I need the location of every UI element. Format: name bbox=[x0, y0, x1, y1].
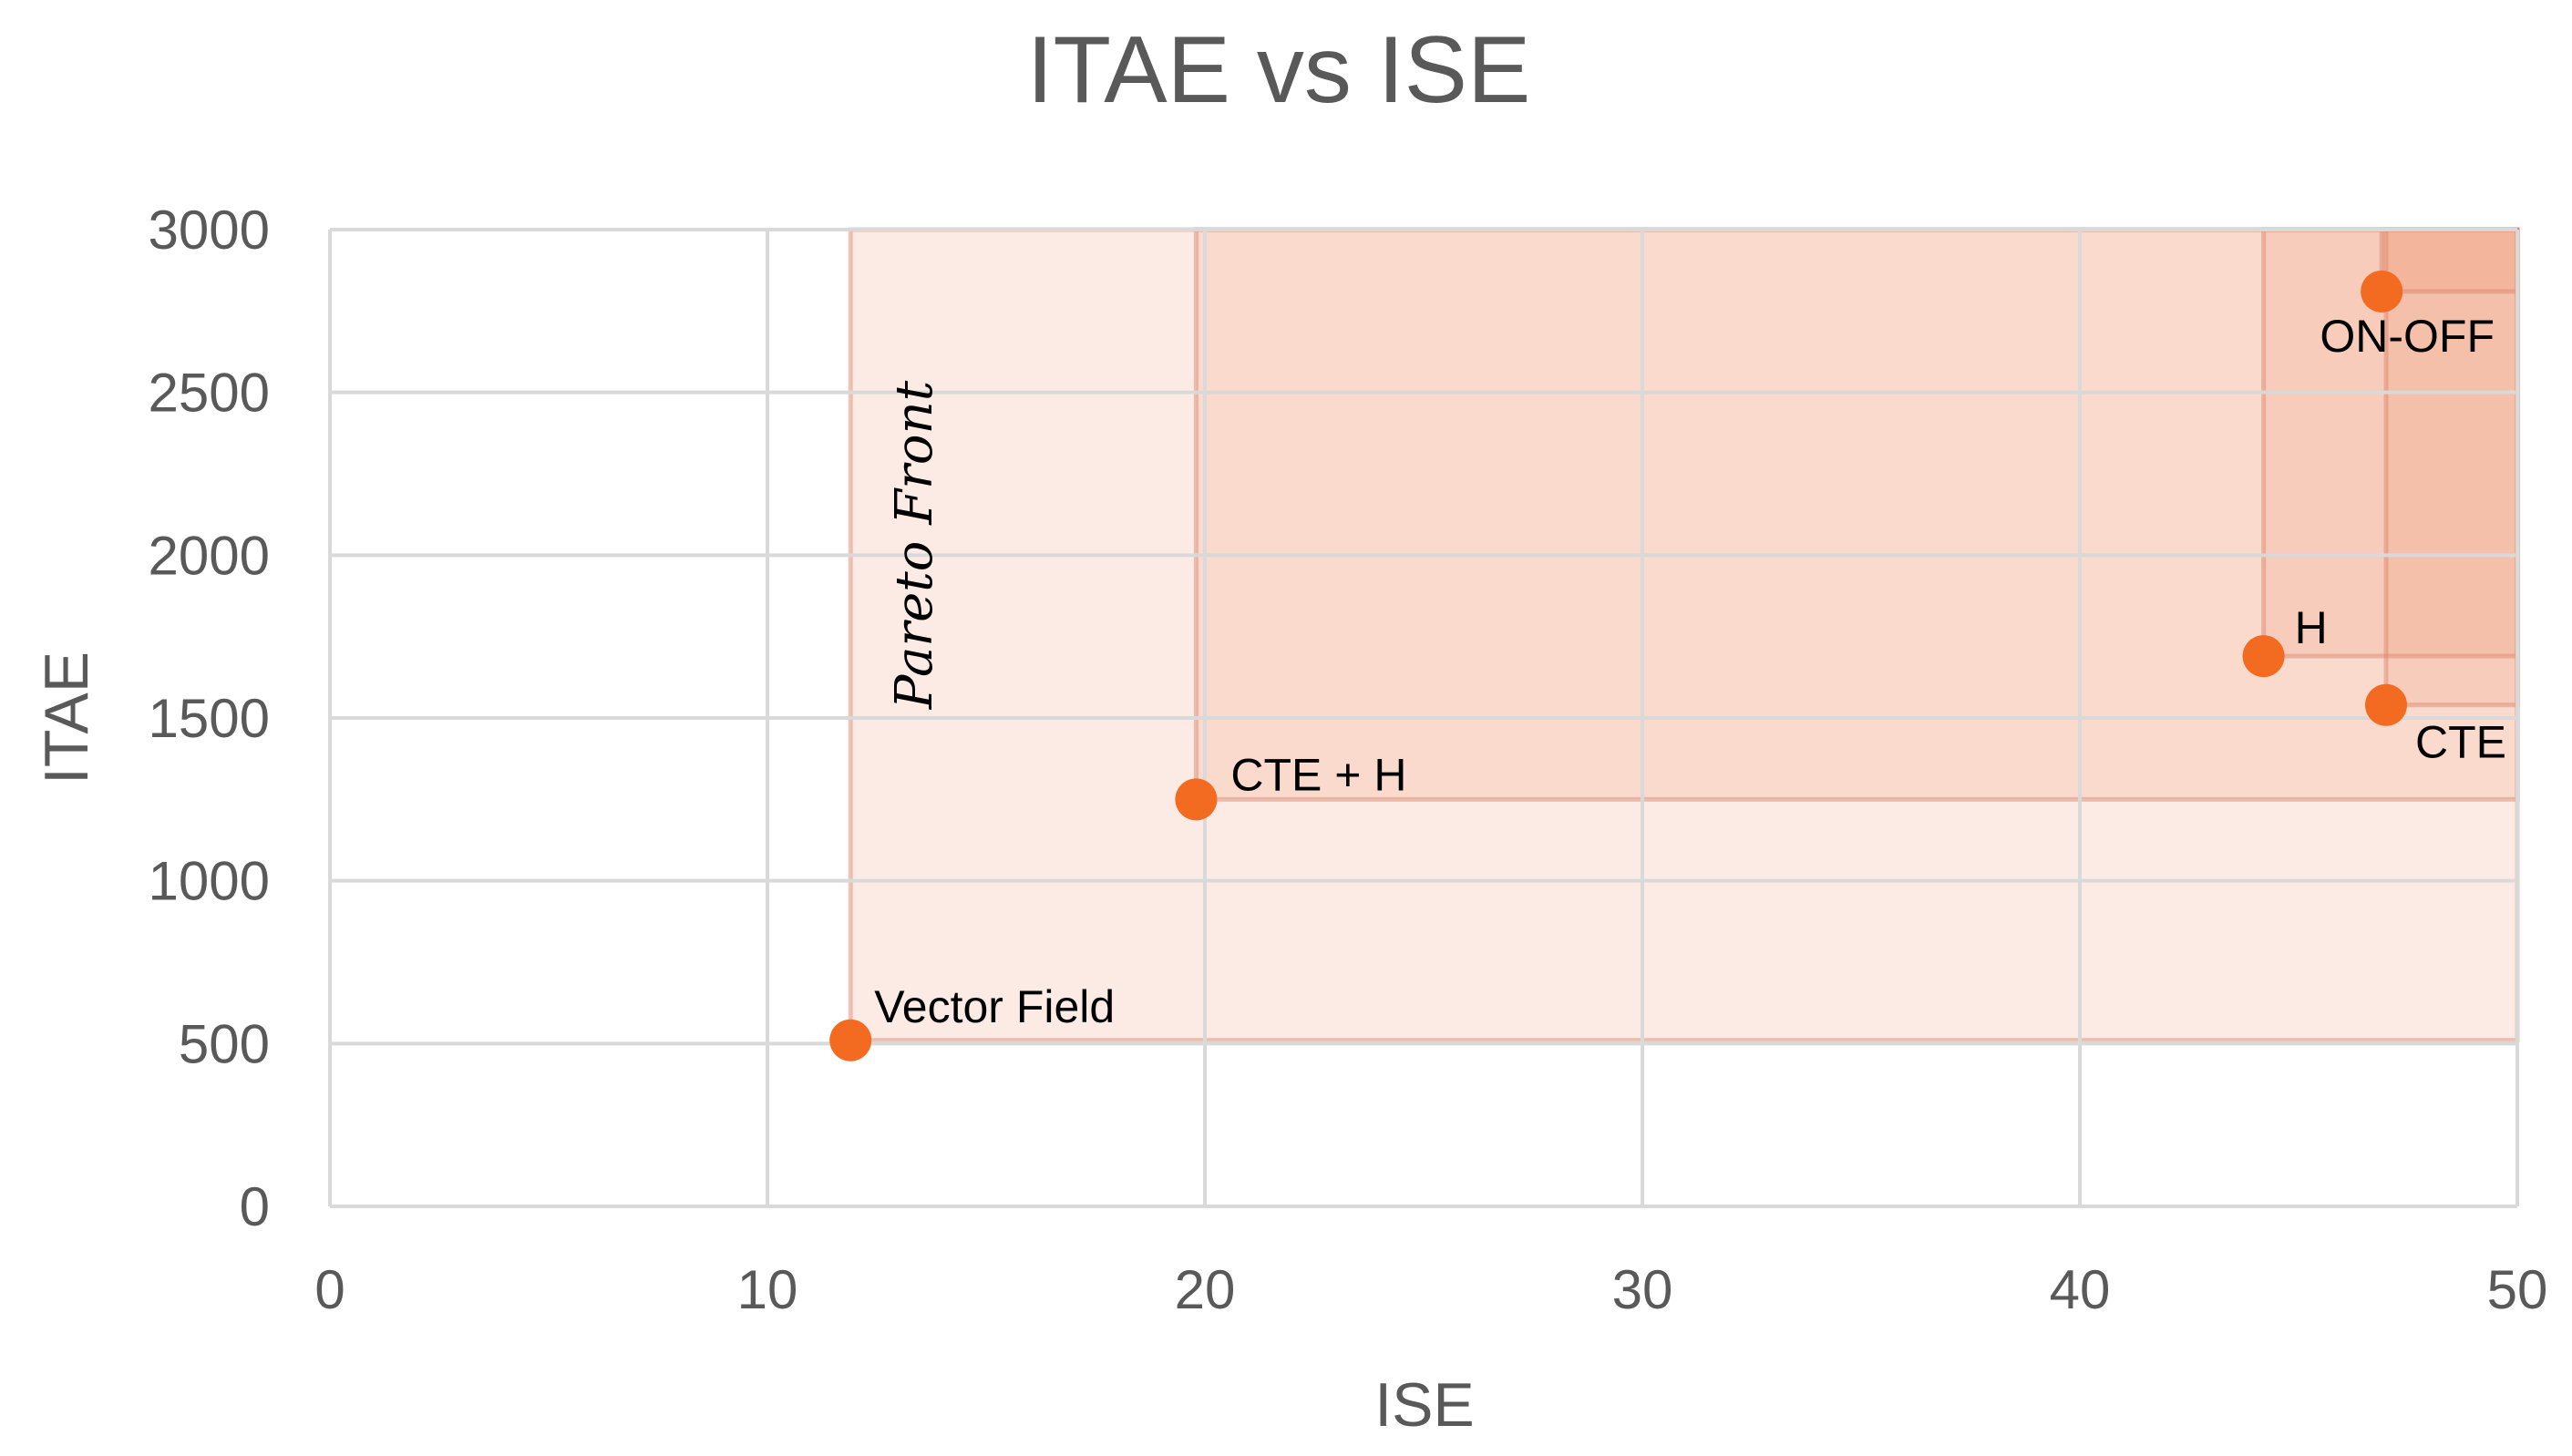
x-tick-label: 50 bbox=[2487, 1259, 2548, 1320]
y-tick-label: 500 bbox=[179, 1013, 270, 1074]
data-point bbox=[829, 1019, 872, 1061]
x-tick-label: 30 bbox=[1612, 1259, 1673, 1320]
x-tick-label: 40 bbox=[2050, 1259, 2111, 1320]
x-tick-label: 0 bbox=[314, 1259, 345, 1320]
dominated-region-1 bbox=[848, 227, 2520, 1043]
data-point bbox=[2242, 635, 2285, 678]
x-tick-label: 20 bbox=[1175, 1259, 1236, 1320]
y-tick-label: 0 bbox=[240, 1176, 270, 1237]
y-axis-title: ITAE bbox=[32, 651, 101, 784]
point-label: CTE + H bbox=[1230, 749, 1406, 800]
dominated-region-4 bbox=[2383, 227, 2520, 708]
y-tick-label: 1500 bbox=[149, 688, 270, 749]
x-axis-title: ISE bbox=[1374, 1370, 1475, 1440]
chart-title: ITAE vs ISE bbox=[1027, 17, 1531, 123]
data-point bbox=[2365, 683, 2407, 726]
gridlines bbox=[328, 228, 2519, 1208]
point-label: ON-OFF bbox=[2320, 311, 2495, 362]
pareto-front-annotation: Pareto Front bbox=[885, 380, 944, 710]
point-label: Vector Field bbox=[874, 981, 1115, 1032]
y-tick-label: 2500 bbox=[149, 363, 270, 424]
x-tick-label: 10 bbox=[737, 1259, 798, 1320]
y-tick-label: 2000 bbox=[149, 525, 270, 586]
y-tick-label: 1000 bbox=[149, 851, 270, 912]
y-tick-label: 3000 bbox=[149, 200, 270, 261]
dominated-region-2 bbox=[1193, 227, 2520, 802]
dominated-regions bbox=[848, 227, 2520, 1043]
point-label: CTE bbox=[2415, 717, 2506, 768]
dominated-region-5 bbox=[2379, 227, 2520, 294]
point-label: H bbox=[2295, 602, 2328, 653]
data-point bbox=[1175, 778, 1218, 821]
data-point bbox=[2361, 270, 2403, 313]
data-points: Vector Field CTE + H H CTE ON-OFF bbox=[829, 270, 2506, 1061]
